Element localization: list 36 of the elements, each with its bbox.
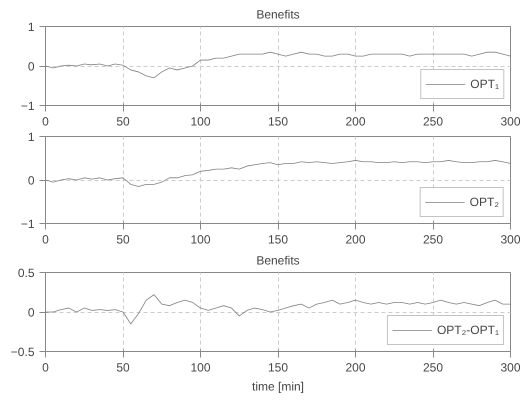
- legend-label: OPT₁: [470, 77, 499, 91]
- x-tick-label: 300: [500, 360, 521, 374]
- x-tick-label: 300: [500, 114, 521, 128]
- x-tick-label: 300: [500, 232, 521, 246]
- x-tick-label: 50: [116, 232, 130, 246]
- x-tick-label: 0: [42, 360, 50, 374]
- y-tick-label: 0: [28, 174, 35, 188]
- x-axis-title: time [min]: [252, 380, 304, 394]
- chart-title: Benefits: [256, 8, 300, 22]
- x-tick-label: 200: [345, 114, 366, 128]
- x-tick-label: 100: [190, 232, 211, 246]
- y-tick-label: 0.5: [18, 266, 35, 280]
- x-tick-label: 250: [422, 114, 444, 128]
- x-tick-label: 250: [422, 232, 444, 246]
- x-tick-label: 50: [116, 114, 130, 128]
- y-tick-label: −0.5: [10, 345, 35, 359]
- x-tick-label: 200: [345, 360, 366, 374]
- legend-label: OPT₂-OPT₁: [436, 323, 499, 337]
- legend-label: OPT₂: [470, 195, 499, 209]
- x-tick-label: 250: [422, 360, 444, 374]
- x-tick-label: 150: [268, 114, 288, 128]
- x-tick-label: 0: [42, 232, 50, 246]
- x-tick-label: 200: [345, 232, 366, 246]
- x-tick-label: 150: [268, 360, 288, 374]
- y-tick-label: 0: [28, 60, 35, 74]
- y-tick-label: 1: [28, 20, 35, 34]
- x-tick-label: 100: [190, 360, 211, 374]
- chart-title: Benefits: [256, 254, 300, 268]
- y-tick-label: 0: [28, 306, 35, 320]
- y-tick-label: −1: [20, 217, 35, 231]
- x-tick-label: 100: [190, 114, 211, 128]
- y-tick-label: −1: [20, 99, 35, 113]
- y-tick-label: 1: [28, 130, 35, 144]
- x-tick-label: 50: [116, 360, 130, 374]
- x-tick-label: 150: [268, 232, 288, 246]
- x-tick-label: 0: [42, 114, 50, 128]
